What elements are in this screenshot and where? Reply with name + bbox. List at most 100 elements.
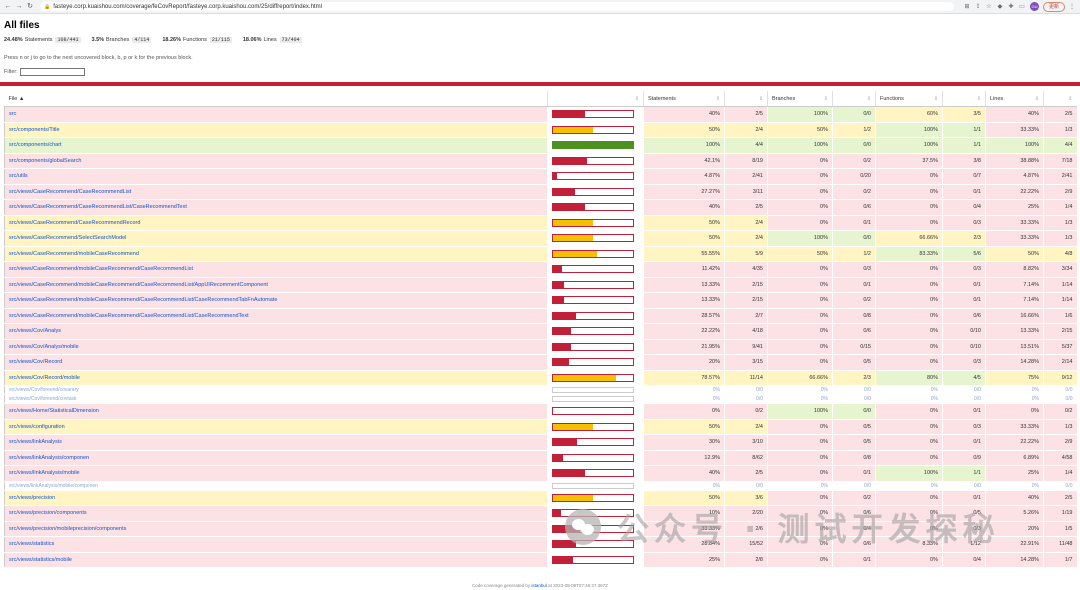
- branches-pct: 0%: [767, 419, 833, 435]
- coverage-bar: [552, 187, 634, 196]
- functions-pct: 8.33%: [875, 536, 943, 553]
- reload-icon[interactable]: ↻: [27, 2, 33, 10]
- lines-fraction: 1/3: [1043, 419, 1077, 435]
- functions-pct: 0%: [875, 434, 943, 451]
- back-icon[interactable]: ←: [4, 2, 12, 10]
- header-branches[interactable]: Branches ⇕: [767, 91, 833, 107]
- summary-fraction: 108/441: [55, 37, 81, 43]
- file-link[interactable]: src/views/CaseRecommend/CaseRecommendLis…: [4, 184, 548, 200]
- functions-pct: 0%: [875, 199, 943, 216]
- functions-pct: 37.5%: [875, 153, 943, 169]
- file-link[interactable]: src/views/CaseRecommend/mobileCaseRecomm…: [4, 308, 548, 324]
- coverage-bar-fill: [553, 470, 585, 477]
- extension-icon[interactable]: ◆: [997, 3, 1003, 10]
- coverage-bar: [552, 453, 634, 462]
- coverage-bar-fill: [553, 423, 593, 430]
- file-link[interactable]: src/views/linkAnalysis/mobile: [4, 465, 548, 482]
- footer: Code coverage generated by istanbul at 2…: [0, 583, 1080, 588]
- header-statements-raw[interactable]: ⇕: [724, 91, 768, 107]
- file-link[interactable]: src/views/statistics: [4, 536, 548, 553]
- header-functions-raw[interactable]: ⇕: [942, 91, 986, 107]
- header-lines[interactable]: Lines ⇕: [985, 91, 1044, 107]
- lines-pct: 33.33%: [985, 230, 1044, 247]
- file-link[interactable]: src/components/chart: [4, 137, 548, 154]
- coverage-bar-fill: [553, 439, 577, 446]
- file-link[interactable]: src: [4, 106, 548, 123]
- statements-pct: 40%: [643, 465, 725, 482]
- table-row: src/views/Home/StatisticalDimension 0% 0/2…: [4, 403, 1077, 420]
- statements-pct: 0%: [643, 403, 725, 420]
- branches-pct: 0%: [767, 481, 833, 491]
- file-link[interactable]: src/views/CaseRecommend/mobileCaseRecomm…: [4, 292, 548, 309]
- file-link[interactable]: src/views/linkAnalysis/mobile/componen: [4, 481, 548, 491]
- header-lines-raw[interactable]: ⇕: [1043, 91, 1077, 107]
- sidebar-icon[interactable]: ▭: [1019, 3, 1025, 10]
- bookmark-star-icon[interactable]: ☆: [986, 3, 992, 10]
- address-bar[interactable]: 🔒 fasteye.corp.kuaishou.com/coverage/feC…: [40, 2, 954, 11]
- functions-pct: 0%: [875, 354, 943, 371]
- update-button[interactable]: 更新: [1042, 1, 1065, 12]
- file-link[interactable]: src/views/Cov/foreend/covtask: [4, 394, 548, 404]
- sort-icon: ⇕: [933, 95, 938, 102]
- lines-pct: 14.28%: [985, 354, 1044, 371]
- summary-label: Statements: [24, 37, 53, 43]
- summary-pct: 24.48%: [4, 37, 23, 43]
- coverage-bar-fill: [553, 188, 575, 195]
- file-link[interactable]: src/views/CaseRecommend/mobileCaseRecomm…: [4, 246, 548, 262]
- istanbul-link[interactable]: istanbul: [531, 583, 547, 588]
- statements-fraction: 2/20: [724, 505, 768, 522]
- file-link[interactable]: src/utils: [4, 168, 548, 185]
- statements-pct: 0%: [643, 394, 725, 404]
- table-row: src/views/Cov/foreend/covarary 0% 0/0 0% 0/0…: [4, 385, 1077, 395]
- translate-icon[interactable]: ⊞: [964, 3, 970, 10]
- file-link[interactable]: src/views/CaseRecommend/CaseRecommendLis…: [4, 199, 548, 216]
- file-link[interactable]: src/views/configuration: [4, 419, 548, 435]
- file-link[interactable]: src/components/Title: [4, 122, 548, 138]
- file-link[interactable]: src/views/CaseRecommend/CaseRecommendRec…: [4, 215, 548, 231]
- coverage-bar-cell: [547, 168, 644, 185]
- file-link[interactable]: src/views/statistics/mobile: [4, 552, 548, 568]
- file-link[interactable]: src/views/Cov/foreend/covarary: [4, 385, 548, 395]
- file-link[interactable]: src/views/precision/components: [4, 505, 548, 522]
- summary-fraction: 21/115: [209, 37, 232, 43]
- summary-pct: 18.26%: [162, 37, 181, 43]
- branches-pct: 0%: [767, 277, 833, 293]
- file-link[interactable]: src/views/Cov/Record/mobile: [4, 370, 548, 386]
- header-file[interactable]: File ▲: [4, 91, 548, 107]
- file-link[interactable]: src/views/Cov/Analys: [4, 323, 548, 340]
- functions-fraction: 0/3: [942, 419, 986, 435]
- puzzle-icon[interactable]: ✚: [1008, 3, 1014, 10]
- header-statements[interactable]: Statements ⇕: [643, 91, 725, 107]
- lock-icon[interactable]: 🔒: [44, 3, 51, 10]
- file-link[interactable]: src/views/CaseRecommend/mobileCaseRecomm…: [4, 277, 548, 293]
- share-icon[interactable]: ⇪: [975, 3, 981, 10]
- file-link[interactable]: src/views/Cov/Analys/mobile: [4, 339, 548, 355]
- file-link[interactable]: src/components/globalSearch: [4, 153, 548, 169]
- coverage-bar-cell: [547, 199, 644, 216]
- branches-fraction: 0/6: [832, 199, 876, 216]
- filter-input[interactable]: [19, 68, 85, 76]
- branches-pct: 0%: [767, 292, 833, 309]
- table-row: src/views/statistics 28.84% 15/52 0% 0/6 8.33…: [4, 536, 1077, 553]
- file-link[interactable]: src/views/CaseRecommend/mobileCaseRecomm…: [4, 261, 548, 278]
- avatar[interactable]: GU: [1029, 2, 1039, 11]
- header-branches-raw[interactable]: ⇕: [832, 91, 876, 107]
- file-link[interactable]: src/views/precision: [4, 490, 548, 506]
- header-bar[interactable]: ⇕: [547, 91, 644, 107]
- file-link[interactable]: src/views/Cov/Record: [4, 354, 548, 371]
- header-file-label: File ▲: [8, 95, 25, 102]
- file-link[interactable]: src/views/CaseRecommend/SelectSearchMode…: [4, 230, 548, 247]
- header-functions[interactable]: Functions ⇕: [875, 91, 943, 107]
- summary-label: Lines: [263, 37, 277, 43]
- file-link[interactable]: src/views/Home/StatisticalDimension: [4, 403, 548, 420]
- statements-pct: 50%: [643, 230, 725, 247]
- menu-icon[interactable]: ⋮: [1069, 3, 1075, 10]
- file-link[interactable]: src/views/precision/mobileprecision/comp…: [4, 521, 548, 537]
- table-row: src/views/configuration 50% 2/4 0% 0/5 0% 0/3 3…: [4, 419, 1077, 435]
- forward-icon[interactable]: →: [15, 2, 23, 10]
- coverage-bar-cell: [547, 354, 644, 371]
- file-link[interactable]: src/views/linkAnalysis: [4, 434, 548, 451]
- lines-fraction: 11/48: [1043, 536, 1077, 553]
- statements-fraction: 0/0: [724, 481, 768, 491]
- file-link[interactable]: src/views/linkAnalysis/componen: [4, 450, 548, 466]
